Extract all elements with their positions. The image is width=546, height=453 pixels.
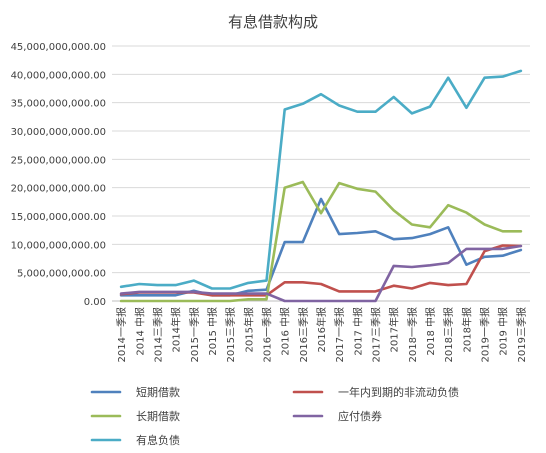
x-tick-label: 2017 中报 — [351, 307, 364, 356]
x-tick-label: 2017年报 — [388, 307, 401, 352]
x-tick-label: 2014三季报 — [151, 307, 164, 362]
x-tick-label: 2016一季报 — [260, 307, 273, 362]
y-tick-label: 40,000,000,000.00 — [11, 70, 106, 81]
x-tick-label: 2018年报 — [460, 307, 473, 352]
series-line — [119, 180, 523, 303]
y-tick-label: 25,000,000,000.00 — [11, 155, 106, 166]
x-tick-label: 2019三季报 — [515, 307, 528, 362]
x-tick-label: 2015 中报 — [206, 307, 219, 356]
x-axis-ticks: 2014一季报 2014 中报 2014三季报 2014年报 2015一季报 2015 中… — [115, 307, 528, 362]
x-tick-label: 2016年报 — [315, 307, 328, 352]
series-lines — [119, 69, 523, 303]
x-tick-label: 2018三季报 — [442, 307, 455, 362]
x-tick-label: 2017一季报 — [333, 307, 346, 362]
x-tick-label: 2014年报 — [170, 307, 183, 352]
x-tick-label: 2018一季报 — [406, 307, 419, 362]
series-line — [119, 69, 523, 290]
y-tick-label: 5,000,000,000.00 — [17, 269, 106, 280]
legend-label: 一年内到期的非流动负债 — [338, 385, 459, 399]
x-tick-label: 2014 中报 — [133, 307, 146, 356]
x-tick-label: 2014一季报 — [115, 307, 128, 362]
legend-label: 短期借款 — [136, 385, 180, 399]
legend-label: 有息负债 — [136, 433, 180, 447]
x-tick-label: 2015一季报 — [188, 307, 201, 362]
y-axis-ticks: 45,000,000,000.00 40,000,000,000.00 35,000… — [11, 42, 106, 308]
x-tick-label: 2019 中报 — [497, 307, 510, 356]
legend-label: 应付债券 — [338, 409, 382, 423]
series-line — [119, 244, 523, 303]
y-tick-label: 0.00 — [84, 297, 106, 308]
x-tick-label: 2017三季报 — [370, 307, 383, 362]
y-tick-label: 20,000,000,000.00 — [11, 184, 106, 195]
grid-lines — [112, 45, 530, 302]
x-tick-label: 2018 中报 — [424, 307, 437, 356]
y-tick-label: 35,000,000,000.00 — [11, 99, 106, 110]
x-tick-label: 2016三季报 — [297, 307, 310, 362]
x-tick-label: 2016 中报 — [279, 307, 292, 356]
chart-title: 有息借款构成 — [228, 13, 318, 31]
y-tick-label: 10,000,000,000.00 — [11, 240, 106, 251]
x-tick-label: 2019一季报 — [479, 307, 492, 362]
x-tick-label: 2015年报 — [242, 307, 255, 352]
y-tick-label: 30,000,000,000.00 — [11, 127, 106, 138]
y-tick-label: 45,000,000,000.00 — [11, 42, 106, 53]
y-tick-label: 15,000,000,000.00 — [11, 212, 106, 223]
legend-label: 长期借款 — [136, 409, 180, 423]
x-tick-label: 2015三季报 — [224, 307, 237, 362]
